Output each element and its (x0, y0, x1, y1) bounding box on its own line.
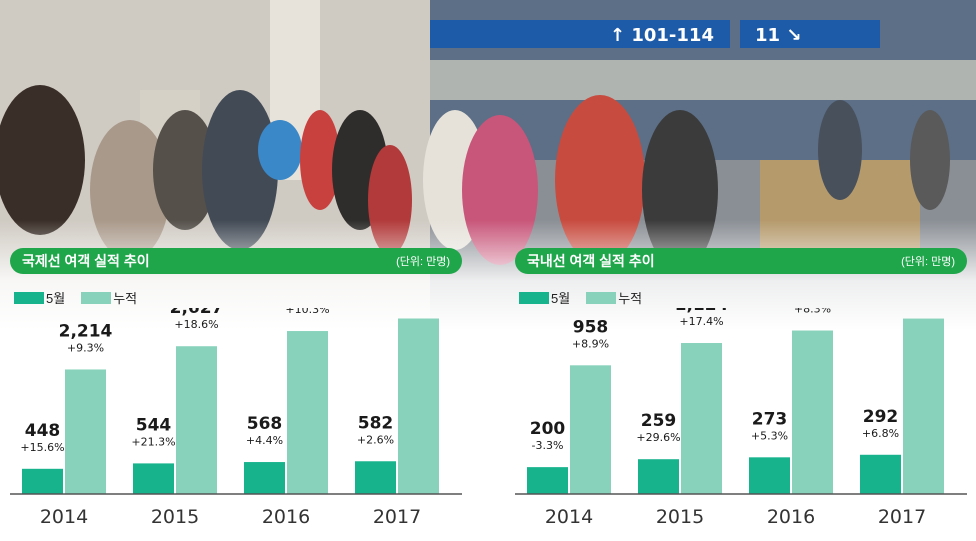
data-label-change: +9.3% (67, 341, 104, 354)
bar-monthly (749, 457, 790, 494)
data-label-value: 568 (247, 414, 283, 434)
data-label-change: +10.3% (285, 308, 329, 316)
x-tick-label: 2016 (767, 506, 815, 528)
chart-unit: (단위: 만명) (901, 256, 955, 268)
data-label-change: -3.3% (532, 439, 564, 452)
international-bar-chart: 448+15.6% 2,214+9.3% 2014 544+21.3% 2,627+18… (10, 308, 462, 528)
x-tick-label: 2015 (656, 506, 704, 528)
x-tick-label: 2014 (545, 506, 593, 528)
bar-cumulative (903, 318, 944, 494)
legend-label-monthly: 5월 (551, 291, 571, 306)
bar-monthly (860, 454, 901, 494)
data-label-change: +21.3% (131, 435, 175, 448)
domestic-bar-chart: 200-3.3% 958+8.9% 2014 259+29.6% 1,124+17.4%… (515, 308, 967, 528)
chart-unit: (단위: 만명) (396, 256, 450, 268)
bar-cumulative (570, 365, 611, 494)
data-label-change: +8.9% (572, 337, 609, 350)
data-label-change: +18.6% (174, 318, 218, 331)
data-label-value: 2,214 (59, 321, 113, 341)
legend-swatch-monthly (519, 291, 549, 304)
data-label-change: +2.6% (357, 433, 394, 446)
bar-monthly (527, 467, 568, 494)
chart-legend: 5월 누적 (14, 288, 153, 307)
chart-legend: 5월 누적 (519, 288, 658, 307)
data-label-change: +8.3% (794, 308, 831, 316)
data-label-value: 200 (530, 419, 566, 439)
bar-cumulative (65, 369, 106, 494)
legend-swatch-monthly (14, 291, 44, 304)
domestic-chart-panel: 국내선 여객 실적 추이 (단위: 만명) 5월 누적 200 -3.3% 958 +… (515, 248, 967, 538)
data-label-value: 1,124 (675, 308, 729, 315)
x-tick-label: 2017 (878, 506, 926, 528)
data-label-change: +29.6% (636, 431, 680, 444)
data-label-value: 273 (752, 409, 788, 429)
x-tick-label: 2015 (151, 506, 199, 528)
bar-cumulative (792, 330, 833, 494)
data-label-value: 582 (358, 413, 394, 433)
data-label-change: +17.4% (679, 315, 723, 328)
photo-fade (0, 220, 976, 330)
data-label-value: 292 (863, 407, 899, 427)
data-label-change: +4.4% (246, 434, 283, 447)
bar-cumulative (398, 318, 439, 494)
chart-title: 국내선 여객 실적 추이 (527, 253, 655, 269)
data-label-value: 958 (573, 317, 609, 337)
legend-label-cumulative: 누적 (618, 291, 643, 306)
data-label-value: 544 (136, 415, 172, 435)
data-label-change: +6.8% (862, 427, 899, 440)
chart-title: 국제선 여객 실적 추이 (22, 253, 150, 269)
x-tick-label: 2016 (262, 506, 310, 528)
x-tick-label: 2014 (40, 506, 88, 528)
data-label-value: 259 (641, 411, 677, 431)
legend-label-cumulative: 누적 (113, 291, 138, 306)
bar-monthly (133, 463, 174, 494)
legend-label-monthly: 5월 (46, 291, 66, 306)
x-tick-label: 2017 (373, 506, 421, 528)
international-chart-panel: 국제선 여객 실적 추이 (단위: 만명) 5월 누적 448 +15.6% 2,2… (10, 248, 462, 538)
bar-cumulative (681, 343, 722, 494)
bar-cumulative (176, 346, 217, 494)
airport-photo: ↑ 101-114 11 ↘ (0, 0, 976, 330)
bar-monthly (638, 459, 679, 494)
data-label-change: +5.3% (751, 429, 788, 442)
gate-sign: ↑ 101-114 (610, 25, 714, 46)
legend-swatch-cumulative (81, 291, 112, 304)
bar-monthly (355, 461, 396, 494)
bar-monthly (244, 462, 285, 494)
legend-swatch-cumulative (586, 291, 617, 304)
bar-monthly (22, 468, 63, 494)
data-label-value: 2,627 (170, 308, 224, 318)
data-label-change: +15.6% (20, 441, 64, 454)
international-title-bar: 국제선 여객 실적 추이 (단위: 만명) (10, 248, 462, 274)
domestic-title-bar: 국내선 여객 실적 추이 (단위: 만명) (515, 248, 967, 274)
bar-cumulative (287, 331, 328, 494)
gate-sign-2: 11 ↘ (755, 25, 801, 46)
data-label-value: 448 (25, 421, 61, 441)
